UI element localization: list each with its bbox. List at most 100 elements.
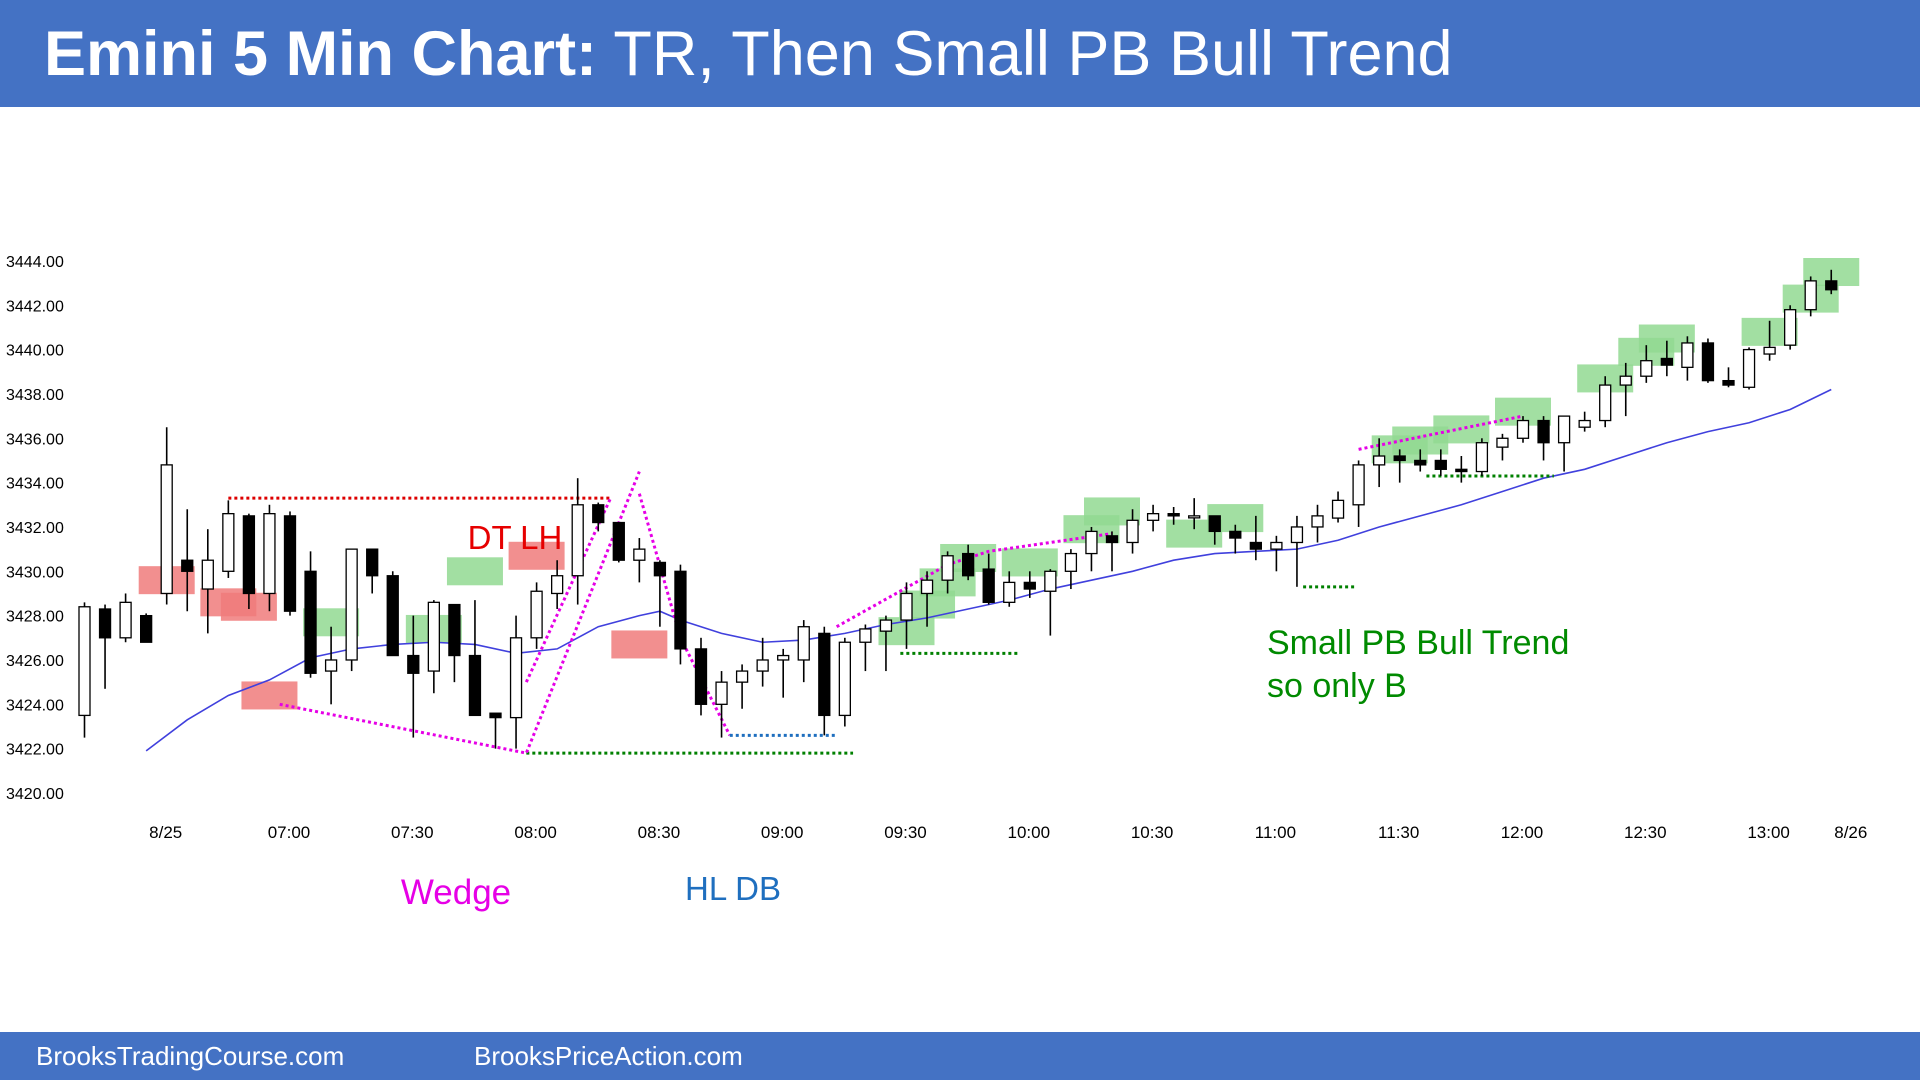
bull-candle-body <box>1146 513 1160 521</box>
bull-candle-body <box>119 601 132 639</box>
bull-candle-body <box>900 592 913 621</box>
bull-candle-body <box>509 637 523 719</box>
footer-link-brookspriceaction[interactable]: BrooksPriceAction.com <box>474 1041 743 1071</box>
bear-candle-body <box>242 515 256 595</box>
bull-candle-body <box>859 628 872 643</box>
x-tick-label: 08:30 <box>638 823 681 842</box>
y-tick-label: 3422.00 <box>6 742 64 759</box>
bull-candle-body <box>1085 530 1098 555</box>
y-tick-label: 3426.00 <box>6 653 64 670</box>
candlestick-chart: 3420.00 3422.00 3424.00 3426.00 3428.00 3430.… <box>6 254 1867 912</box>
bull-candle-body <box>1640 360 1653 377</box>
bear-candle-body <box>448 603 461 657</box>
hl-db-label: HL DB <box>685 870 781 907</box>
chart-title-bold: Emini 5 Min Chart: <box>44 19 598 89</box>
bear-candle-body <box>612 521 625 561</box>
bull-candle-body <box>1352 464 1365 506</box>
bull-candle-body <box>1003 581 1016 603</box>
bear-candle-body <box>1023 581 1036 590</box>
bear-candle-body <box>694 648 708 705</box>
wedge-top-line <box>524 497 612 683</box>
bull-candle-body <box>1064 552 1078 572</box>
bear-candle-body <box>1537 419 1550 444</box>
bear-candle-body <box>1825 280 1838 291</box>
bear-candle-body <box>366 548 379 577</box>
x-tick-label: 11:00 <box>1255 823 1296 842</box>
bear-candle-body <box>818 632 831 717</box>
bear-candle-body <box>1701 342 1715 382</box>
bull-candle-body <box>1373 455 1386 466</box>
bear-candle-body <box>982 568 995 603</box>
bear-candle-body <box>674 570 687 650</box>
bull-candle-body <box>1599 384 1612 422</box>
bull-candle-body <box>1804 280 1817 311</box>
dt-lh-label: DT LH <box>468 519 563 556</box>
bull-candle-body <box>222 513 235 572</box>
sell-signal-highlight <box>508 541 565 570</box>
bull-candle-body <box>78 606 91 717</box>
y-tick-label: 3430.00 <box>6 564 64 581</box>
bear-candle-body <box>962 552 975 577</box>
bull-candle-body <box>530 590 543 639</box>
trend-label-line1: Small PB Bull Trend <box>1267 624 1569 662</box>
footer-link-brookstradingcourse[interactable]: BrooksTradingCourse.com <box>36 1041 345 1071</box>
bear-candle-body <box>1229 530 1242 539</box>
bull-candle-body <box>715 681 728 705</box>
y-tick-label: 3438.00 <box>6 387 64 404</box>
bull-candle-body <box>160 464 173 595</box>
bull-candle-body <box>1126 519 1139 544</box>
bull-candle-body <box>920 579 934 595</box>
bull-candle-body <box>1516 419 1530 439</box>
bull-candle-body <box>838 641 851 717</box>
bull-candle-body <box>1619 375 1632 386</box>
bull-candle-body <box>1044 570 1057 592</box>
trend-label-line2: so only B <box>1267 667 1407 705</box>
x-tick-label: 07:30 <box>391 823 434 842</box>
bull-candle-body <box>1496 437 1509 448</box>
bull-candle-body <box>1557 415 1571 444</box>
y-tick-label: 3442.00 <box>6 298 64 315</box>
y-tick-label: 3420.00 <box>6 786 64 803</box>
x-tick-label: 11:30 <box>1378 823 1419 842</box>
decline-line <box>637 493 732 737</box>
bear-candle-body <box>1455 468 1468 473</box>
x-tick-label: 13:00 <box>1747 823 1790 842</box>
bull-candle-body <box>879 619 893 632</box>
x-axis: 8/25 07:00 07:30 08:00 08:30 09:00 09:30 10:00 1… <box>149 823 1867 842</box>
x-tick-label: 08:00 <box>514 823 557 842</box>
x-tick-label: 10:30 <box>1131 823 1174 842</box>
bear-candle-body <box>181 559 194 572</box>
y-axis: 3420.00 3422.00 3424.00 3426.00 3428.00 3430.… <box>6 254 64 803</box>
x-tick-label: 8/25 <box>149 823 182 842</box>
bull-candle-body <box>1681 342 1694 368</box>
bull-candle-body <box>201 559 214 590</box>
bull-candle-body <box>1270 541 1283 550</box>
bull-candle-body <box>756 659 769 672</box>
bull-candle-body <box>1578 419 1591 428</box>
bear-candle-body <box>653 561 667 577</box>
bull-candle-body <box>1475 442 1489 473</box>
bear-candle-body <box>1167 513 1180 517</box>
bull-candle-body <box>345 548 358 661</box>
y-tick-label: 3432.00 <box>6 520 64 537</box>
y-tick-label: 3434.00 <box>6 476 64 493</box>
footer-bar: BrooksTradingCourse.com BrooksPriceActio… <box>0 1032 1920 1080</box>
chart-title-rest: TR, Then Small PB Bull Trend <box>597 19 1453 89</box>
bear-candle-body <box>1660 357 1673 366</box>
bull-candle-body <box>735 670 749 683</box>
bear-candle-body <box>592 504 605 524</box>
bear-candle-body <box>1249 541 1262 550</box>
annotation-lines <box>228 414 1554 755</box>
bull-candle-body <box>941 555 954 581</box>
bear-candle-body <box>1414 459 1427 466</box>
y-tick-label: 3444.00 <box>6 254 64 271</box>
annotation-labels: DT LH Wedge HL DB Small PB Bull Trend so… <box>401 519 1569 912</box>
bull-candle-body <box>427 601 441 672</box>
x-tick-label: 09:00 <box>761 823 804 842</box>
bull-candle-body <box>1331 499 1345 519</box>
bull-candle-body <box>633 548 646 561</box>
bear-candle-body <box>1722 379 1735 386</box>
bull-candle-body <box>551 575 564 595</box>
y-tick-label: 3440.00 <box>6 343 64 360</box>
bear-candle-body <box>304 570 317 674</box>
